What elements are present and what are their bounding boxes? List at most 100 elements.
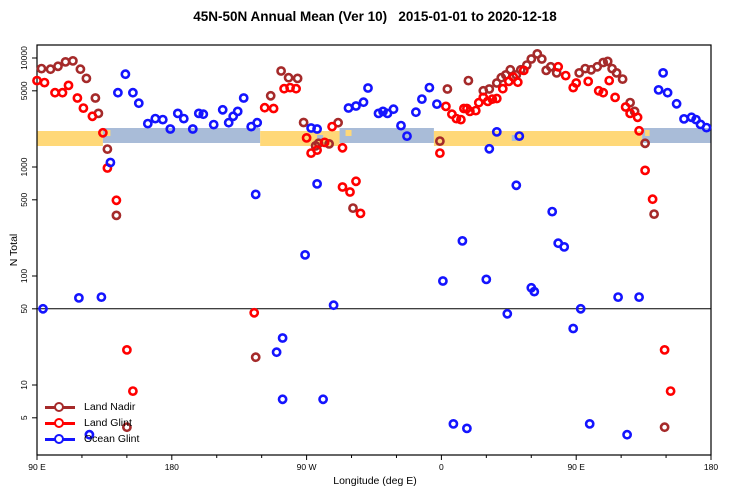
x-tick-label: 180 xyxy=(704,462,718,472)
data-point-ocean-glint xyxy=(277,394,288,405)
data-point-ocean-glint xyxy=(559,241,570,252)
data-point-land-glint xyxy=(355,208,366,219)
data-point-land-glint xyxy=(351,176,361,187)
data-point-ocean-glint xyxy=(238,93,249,103)
data-point-land-nadir xyxy=(659,422,670,433)
data-point-ocean-glint xyxy=(250,189,261,200)
data-point-ocean-glint xyxy=(187,124,198,134)
land-band-segment xyxy=(433,131,643,146)
y-tick-label: 10 xyxy=(19,380,29,390)
data-point-ocean-glint xyxy=(172,108,183,119)
data-point-land-glint xyxy=(625,108,635,119)
y-tick-label: 5 xyxy=(19,415,29,420)
data-point-ocean-glint xyxy=(157,114,168,125)
data-point-ocean-glint xyxy=(271,347,282,358)
data-point-land-nadir xyxy=(250,352,261,363)
data-point-ocean-glint xyxy=(312,124,322,134)
x-tick-label: 180 xyxy=(165,462,179,472)
data-point-land-nadir xyxy=(298,117,309,128)
data-point-land-glint xyxy=(518,65,529,76)
data-point-ocean-glint xyxy=(113,87,123,98)
x-tick-label: 0 xyxy=(439,462,444,472)
data-point-land-nadir xyxy=(602,56,613,67)
data-point-ocean-glint xyxy=(461,423,472,434)
data-point-land-nadir xyxy=(75,64,86,75)
x-tick-label: 90 W xyxy=(297,462,317,472)
data-point-land-nadir xyxy=(536,54,547,64)
data-point-land-nadir xyxy=(611,68,622,78)
data-point-land-glint xyxy=(50,87,60,98)
chart-title: 45N-50N Annual Mean (Ver 10) 2015-01-01 … xyxy=(193,9,557,24)
data-point-ocean-glint xyxy=(328,300,339,311)
data-point-ocean-glint xyxy=(568,323,579,334)
data-point-ocean-glint xyxy=(575,303,586,314)
data-point-land-glint xyxy=(249,307,260,318)
data-point-land-glint xyxy=(337,182,348,192)
data-point-ocean-glint xyxy=(300,249,310,260)
data-point-land-glint xyxy=(39,77,50,88)
data-point-land-glint xyxy=(512,77,523,88)
x-tick-label: 90 E xyxy=(28,462,46,472)
land-nadir-marker-icon xyxy=(45,401,75,414)
data-point-land-glint xyxy=(497,83,508,94)
data-point-land-glint xyxy=(470,105,481,116)
data-point-ocean-glint xyxy=(437,276,448,286)
legend-item-land-nadir: Land Nadir xyxy=(45,400,139,415)
data-point-ocean-glint xyxy=(133,98,144,109)
data-point-ocean-glint xyxy=(547,206,558,217)
band-detail xyxy=(511,135,517,141)
data-point-ocean-glint xyxy=(165,124,176,134)
data-point-land-nadir xyxy=(640,138,650,149)
data-point-ocean-glint xyxy=(529,286,540,297)
data-point-land-glint xyxy=(620,102,631,112)
data-point-ocean-glint xyxy=(402,131,412,141)
data-point-land-nadir xyxy=(283,72,294,83)
data-point-ocean-glint xyxy=(481,274,492,285)
data-point-ocean-glint xyxy=(634,292,644,302)
data-point-ocean-glint xyxy=(38,303,48,314)
data-point-land-glint xyxy=(659,344,670,355)
data-point-land-glint xyxy=(598,87,609,98)
data-point-ocean-glint xyxy=(142,118,153,129)
data-point-ocean-glint xyxy=(252,117,263,128)
data-point-land-nadir xyxy=(90,93,101,103)
data-point-land-nadir xyxy=(649,209,659,219)
data-point-ocean-glint xyxy=(208,119,219,130)
data-point-ocean-glint xyxy=(96,292,107,302)
data-point-ocean-glint xyxy=(416,94,427,104)
data-point-land-glint xyxy=(337,142,348,153)
data-point-land-nadir xyxy=(81,73,92,84)
data-point-land-glint xyxy=(57,87,68,98)
y-tick-label: 100 xyxy=(19,269,29,283)
data-point-land-nadir xyxy=(617,74,628,84)
data-point-ocean-glint xyxy=(424,82,435,93)
data-point-land-nadir xyxy=(324,138,334,149)
data-point-land-glint xyxy=(98,127,108,138)
data-point-ocean-glint xyxy=(358,97,369,108)
data-point-ocean-glint xyxy=(193,108,204,119)
data-point-ocean-glint xyxy=(363,83,373,93)
data-point-land-nadir xyxy=(292,73,303,84)
data-point-land-glint xyxy=(111,195,122,206)
data-point-ocean-glint xyxy=(120,69,131,80)
data-point-land-glint xyxy=(560,70,571,81)
data-point-ocean-glint xyxy=(653,85,664,95)
data-point-land-glint xyxy=(87,111,98,122)
data-point-ocean-glint xyxy=(584,418,595,429)
data-point-land-glint xyxy=(440,101,451,112)
data-point-land-nadir xyxy=(598,57,609,68)
data-point-ocean-glint xyxy=(396,120,406,131)
data-point-land-nadir xyxy=(122,422,132,433)
data-point-ocean-glint xyxy=(622,429,632,440)
land-band-segment xyxy=(37,131,103,146)
data-point-land-nadir xyxy=(265,90,276,101)
data-point-land-glint xyxy=(122,344,132,355)
data-point-land-nadir xyxy=(45,64,56,75)
ocean-band-segment xyxy=(102,128,261,143)
data-point-land-glint xyxy=(640,165,650,176)
data-point-land-glint xyxy=(604,75,615,86)
x-axis-title: Longitude (deg E) xyxy=(333,475,417,487)
legend: Land Nadir Land Glint Ocean Glint xyxy=(45,400,139,447)
data-point-land-glint xyxy=(127,386,138,396)
